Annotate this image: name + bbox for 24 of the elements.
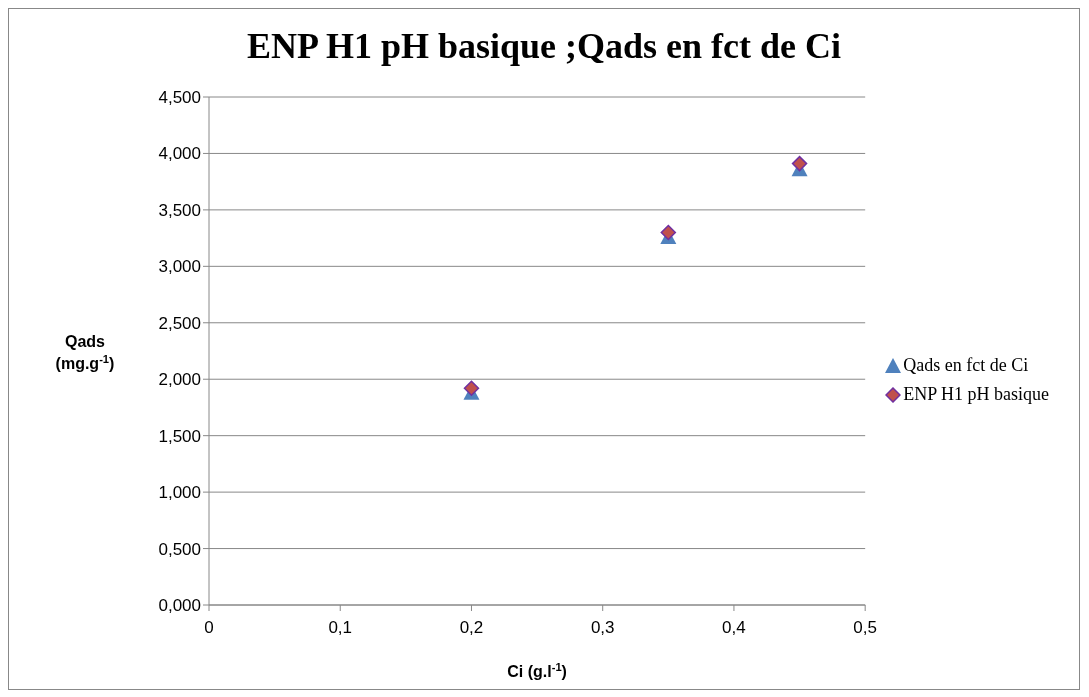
chart-title: ENP H1 pH basique ;Qads en fct de Ci (245, 25, 843, 68)
y-tick-label: 2,000 (158, 370, 201, 390)
y-tick-label: 4,000 (158, 144, 201, 164)
y-tick-label: 0,000 (158, 596, 201, 616)
x-tick-label: 0 (204, 618, 214, 638)
point (660, 224, 677, 241)
x-tick-label: 0,5 (853, 618, 877, 638)
y-tick-label: 2,500 (158, 313, 201, 333)
x-tick-label: 0,4 (722, 618, 746, 638)
y-tick-label: 1,500 (158, 426, 201, 446)
legend-label: ENP H1 pH basique (903, 384, 1049, 405)
y-tick-label: 1,000 (158, 483, 201, 503)
x-axis-title: Ci (g.l$^{-1}$) (507, 661, 567, 680)
point (463, 380, 480, 396)
x-tick-label: 0,3 (590, 618, 615, 638)
legend-label: Qads en fct de Ci (903, 355, 1029, 376)
y-tick-label: 3,000 (158, 257, 201, 277)
x-tick-label: 0,2 (459, 618, 484, 638)
y-tick-label: 3,500 (158, 200, 201, 220)
y-axis-title: Qads (mg.g$^{-1}$) (55, 333, 115, 372)
y-tick-label: 0,500 (158, 539, 201, 559)
point (791, 155, 808, 172)
x-tick-label: 0,1 (328, 618, 353, 638)
y-tick-label: 4,500 (158, 88, 201, 108)
